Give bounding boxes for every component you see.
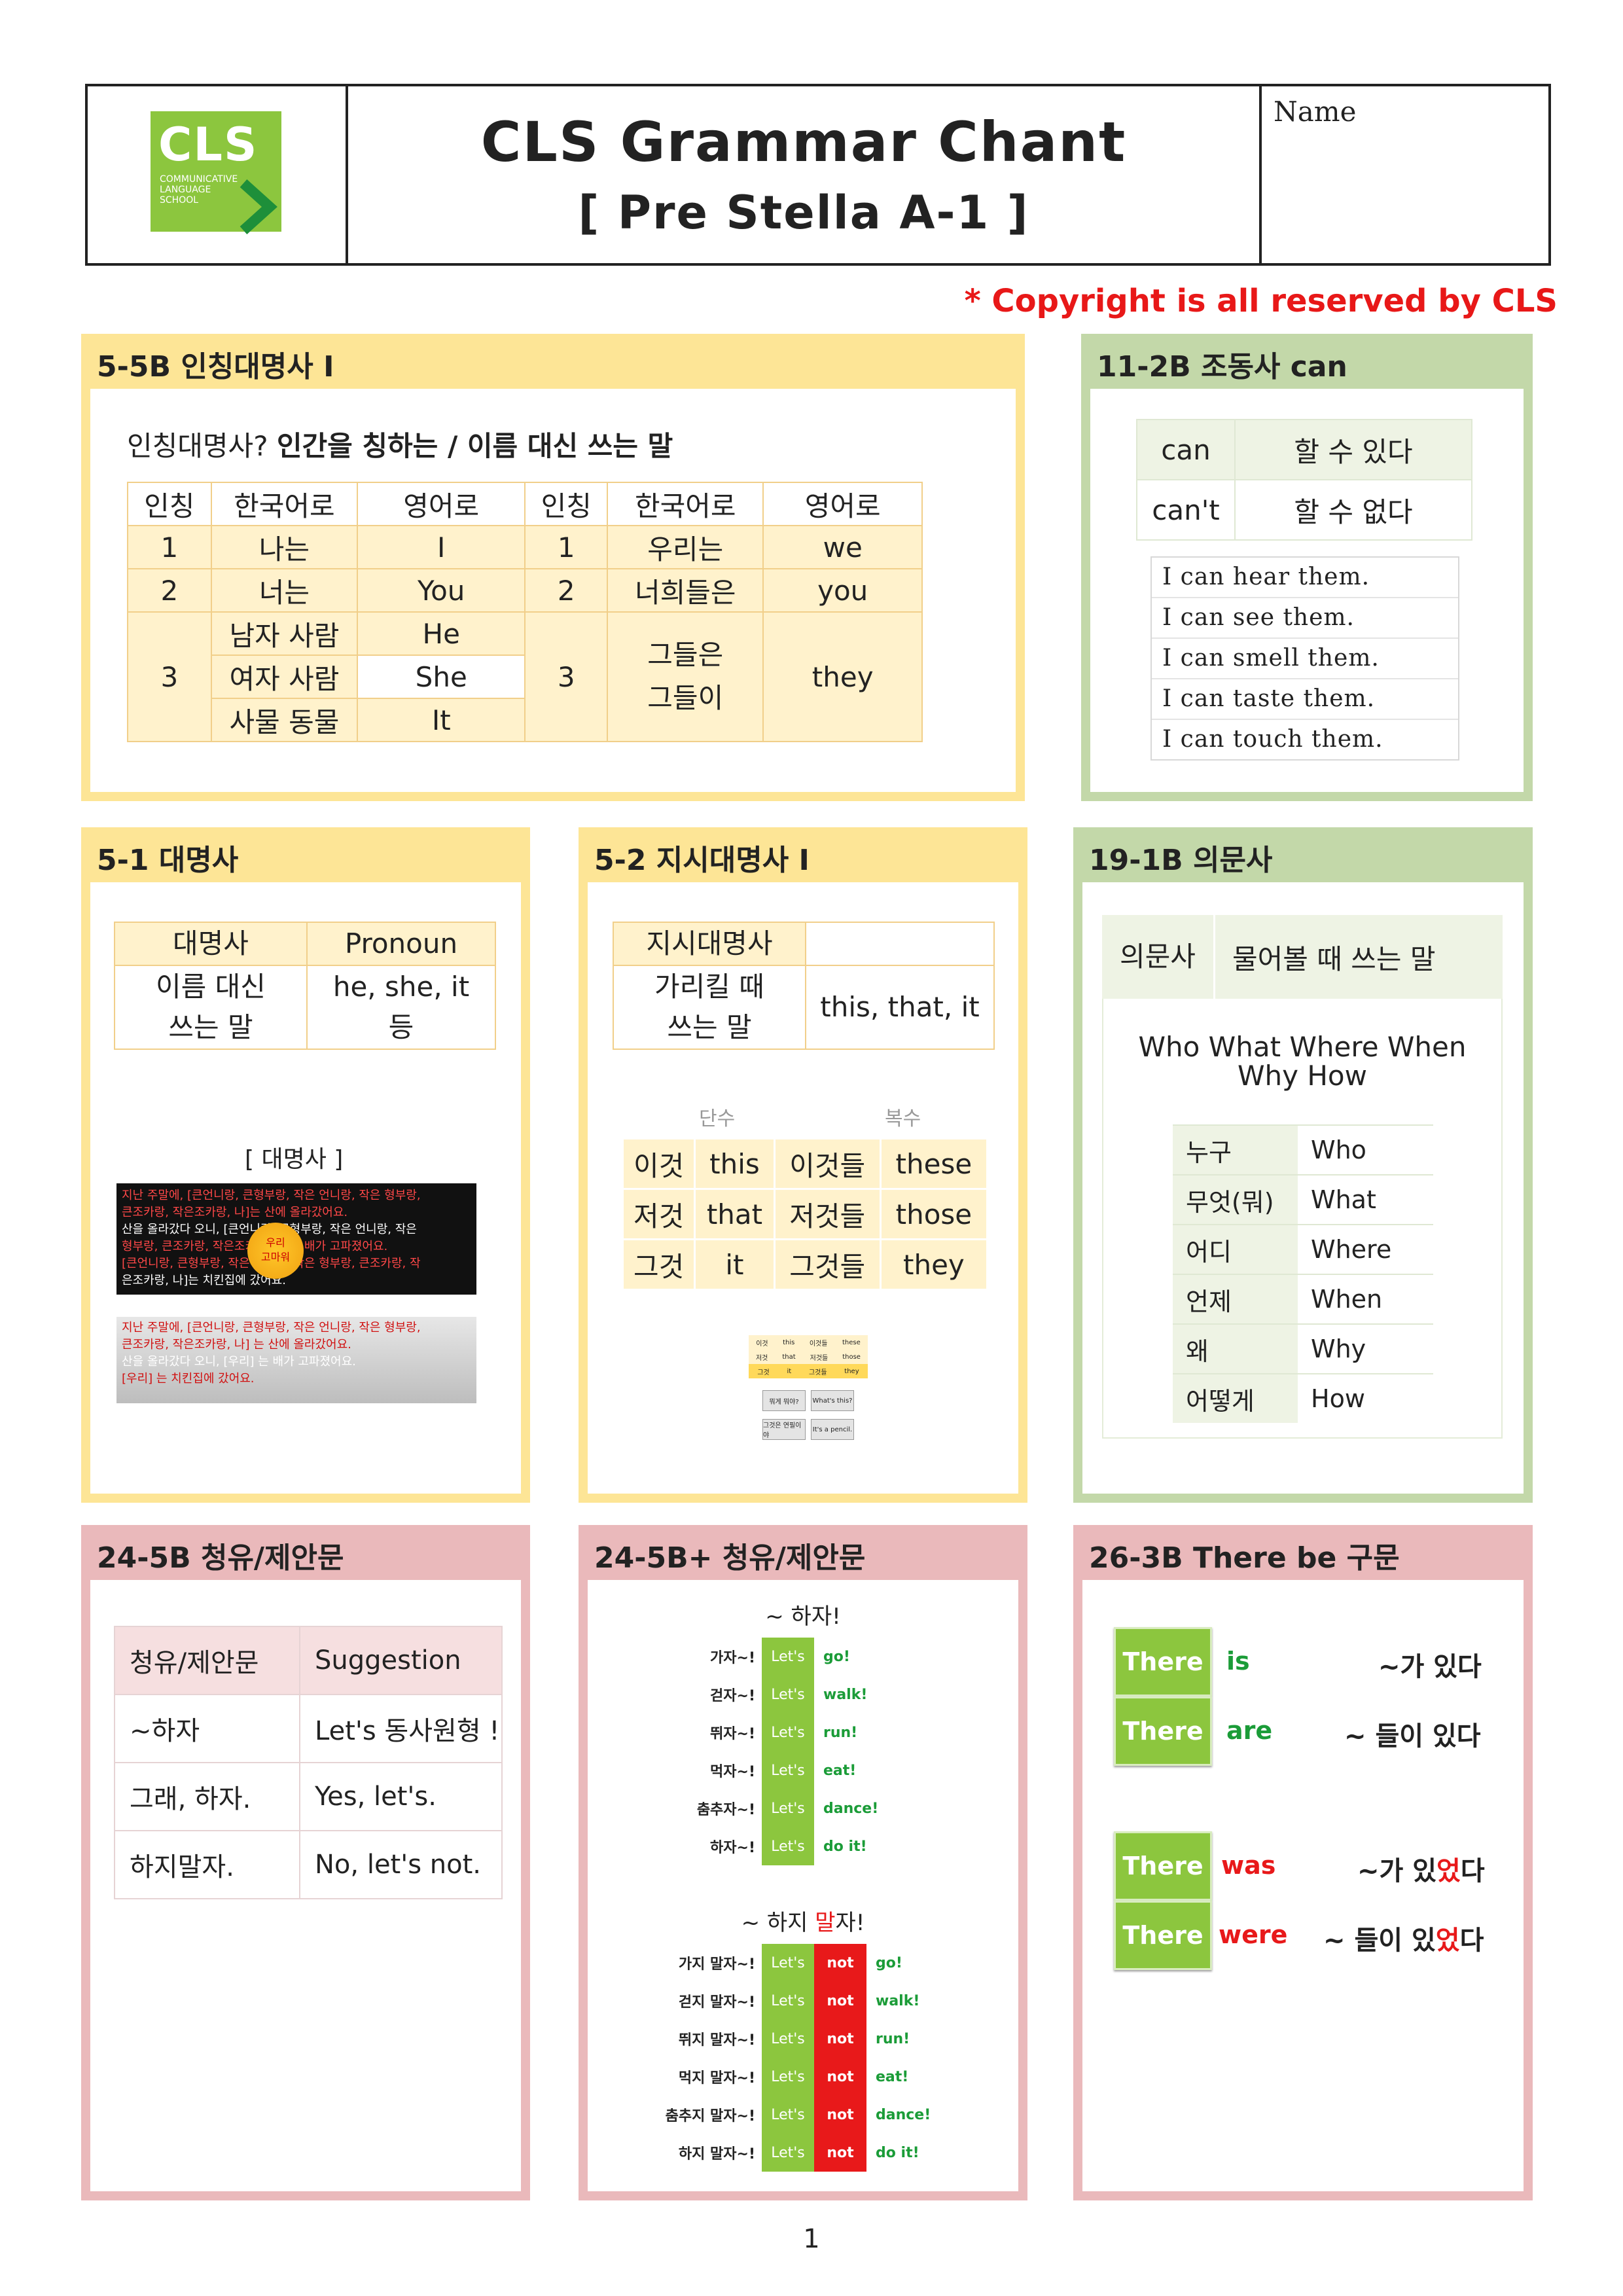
pronoun-caption: [ 대명사 ] <box>245 1146 344 1173</box>
mini-chart: 이것 this 이것들 these 저것 that 저것들 those 그것 it 그것들 the… <box>749 1335 868 1440</box>
logo-subtitle: COMMUNICATIVE LANGUAGE SCHOOL <box>160 174 238 206</box>
verb-were: were <box>1219 1920 1288 1949</box>
meaning: ~ 들이 있었다 <box>1323 1926 1484 1956</box>
lets-not-row: 가지 말자~! Let's not go! <box>651 1944 902 1982</box>
name-label: Name <box>1274 96 1357 128</box>
panel-pronoun: 5-1 대명사 대명사 Pronoun 이름 대신 쓰는 말 he, she, it… <box>81 827 530 1503</box>
verb-is: is <box>1226 1647 1250 1676</box>
panel-there-be: 26-3B There be 구문 There is ~가 있다 There a… <box>1073 1525 1533 2200</box>
copyright-notice: * Copyright is all reserved by CLS <box>964 283 1558 319</box>
chevron-right-icon <box>240 179 277 234</box>
logo-text: CLS <box>158 118 259 171</box>
panel-heading: 24-5B 청유/제안문 <box>81 1525 530 1580</box>
lets-not-row: 뛰지 말자~! Let's not run! <box>651 2020 910 2058</box>
question-words-summary: Who What Where When Why How <box>1138 1031 1467 1092</box>
pronoun-example-dark: 지난 주말에, [큰언니랑, 큰형부랑, 작은 언니랑, 작은 형부랑, 큰조카… <box>116 1183 476 1295</box>
panel-heading: 5-1 대명사 <box>81 827 530 882</box>
question-definition: 의문사 물어볼 때 쓰는 말 <box>1102 915 1503 999</box>
panel-demonstrative: 5-2 지시대명사 Ⅰ 지시대명사 가리킬 때 쓰는 말 this, that, … <box>579 827 1027 1503</box>
sentence: I can touch them. <box>1162 726 1383 753</box>
lets-not-row: 걷지 말자~! Let's not walk! <box>651 1982 919 2020</box>
panel-heading: 5-2 지시대명사 Ⅰ <box>579 827 1027 882</box>
sentence: I can hear them. <box>1152 558 1458 598</box>
panel-question-words: 19-1B 의문사 의문사 물어볼 때 쓰는 말 Who What Where … <box>1073 827 1533 1503</box>
lets-row: 춤추자~! Let's dance! <box>664 1789 878 1827</box>
panel-heading: 11-2B 조동사 can <box>1081 334 1533 389</box>
panel-heading: 24-5B+ 청유/제안문 <box>579 1525 1027 1580</box>
personal-pronoun-table: 인칭 한국어로 영어로 인칭 한국어로 영어로 1 나는 I 1 우리는 we … <box>127 482 923 742</box>
lets-not-row: 먹지 말자~! Let's not eat! <box>651 2058 908 2096</box>
demonstrative-grid: 이것 this 이것들 these 저것 that 저것들 those 그것 it 그것들 the… <box>621 1138 989 1291</box>
can-sentences: I can hear them. I can see them. I can s… <box>1150 556 1459 761</box>
lets-row: 하자~! Let's do it! <box>664 1827 867 1865</box>
question-table: 누구 Who 무엇(뭐) What 어디 Where 언제 When 왜 Why 어떻게 H… <box>1173 1124 1433 1423</box>
page-subtitle: [ Pre Stella A-1 ] <box>578 186 1029 240</box>
there-word: There <box>1114 1627 1212 1696</box>
page-number: 1 <box>803 2224 820 2254</box>
singular-label: 단수 <box>699 1107 736 1130</box>
panel-can: 11-2B 조동사 can can 할 수 있다 can't 할 수 없다 I ca… <box>1081 334 1533 801</box>
question-body <box>1102 999 1503 1439</box>
cls-logo: CLS COMMUNICATIVE LANGUAGE SCHOOL <box>88 86 348 263</box>
name-field[interactable]: Name <box>1262 86 1548 263</box>
verb-was: was <box>1221 1851 1276 1880</box>
lets-not-row: 춤추지 말자~! Let's not dance! <box>651 2096 931 2134</box>
sun-badge: 우리 고마워 <box>247 1223 304 1279</box>
sentence: I can see them. <box>1152 598 1458 639</box>
panel-personal-pronouns: 5-5B 인칭대명사 Ⅰ 인칭대명사? 인간을 칭하는 / 이름 대신 쓰는 말… <box>81 334 1025 801</box>
there-word: There <box>1114 1696 1212 1766</box>
title-cell: CLS Grammar Chant [ Pre Stella A-1 ] <box>348 86 1262 263</box>
demonstrative-table: 지시대명사 가리킬 때 쓰는 말 this, that, it <box>613 922 995 1050</box>
panel-suggestion-plus: 24-5B+ 청유/제안문 ~ 하자! 가자~! Let's go! 걷자~! Let… <box>579 1525 1027 2200</box>
there-word: There <box>1114 1901 1212 1970</box>
sentence: I can taste them. <box>1152 679 1458 720</box>
document-header: CLS COMMUNICATIVE LANGUAGE SCHOOL CLS Gr… <box>85 84 1551 266</box>
lets-row: 걷자~! Let's walk! <box>664 1676 867 1713</box>
lets-row: 가자~! Let's go! <box>664 1638 850 1676</box>
panel-heading: 5-5B 인칭대명사 Ⅰ <box>81 334 1025 389</box>
meaning: ~가 있다 <box>1378 1652 1482 1682</box>
lets-not-row: 하지 말자~! Let's not do it! <box>651 2134 919 2172</box>
lets-row: 뛰자~! Let's run! <box>664 1713 857 1751</box>
page-title: CLS Grammar Chant <box>480 110 1127 174</box>
can-table: can 할 수 있다 can't 할 수 없다 <box>1136 419 1472 541</box>
panel-heading: 19-1B 의문사 <box>1073 827 1533 882</box>
there-word: There <box>1114 1831 1212 1901</box>
intro-line: 인칭대명사? 인간을 칭하는 / 이름 대신 쓰는 말 <box>127 430 673 462</box>
panel-heading: 26-3B There be 구문 <box>1073 1525 1533 1580</box>
lets-row: 먹자~! Let's eat! <box>664 1751 856 1789</box>
plural-label: 복수 <box>885 1107 921 1130</box>
lets-not-title: ~ 하지 말자! <box>741 1910 865 1936</box>
lets-title: ~ 하자! <box>765 1604 841 1630</box>
verb-are: are <box>1226 1716 1273 1745</box>
pronoun-example-light: 지난 주말에, [큰언니랑, 큰형부랑, 작은 언니랑, 작은 형부랑, 큰조카… <box>116 1317 476 1403</box>
pronoun-table: 대명사 Pronoun 이름 대신 쓰는 말 he, she, it 등 <box>114 922 496 1050</box>
logo-block: CLS COMMUNICATIVE LANGUAGE SCHOOL <box>151 111 281 234</box>
sentence: I can smell them. <box>1152 639 1458 679</box>
meaning: ~가 있었다 <box>1357 1856 1485 1886</box>
suggestion-table: 청유/제안문 Suggestion ~하자 Let's 동사원형 ! 그래, 하자.… <box>114 1626 503 1899</box>
panel-suggestion: 24-5B 청유/제안문 청유/제안문 Suggestion ~하자 Let's 동… <box>81 1525 530 2200</box>
meaning: ~ 들이 있다 <box>1344 1721 1481 1751</box>
